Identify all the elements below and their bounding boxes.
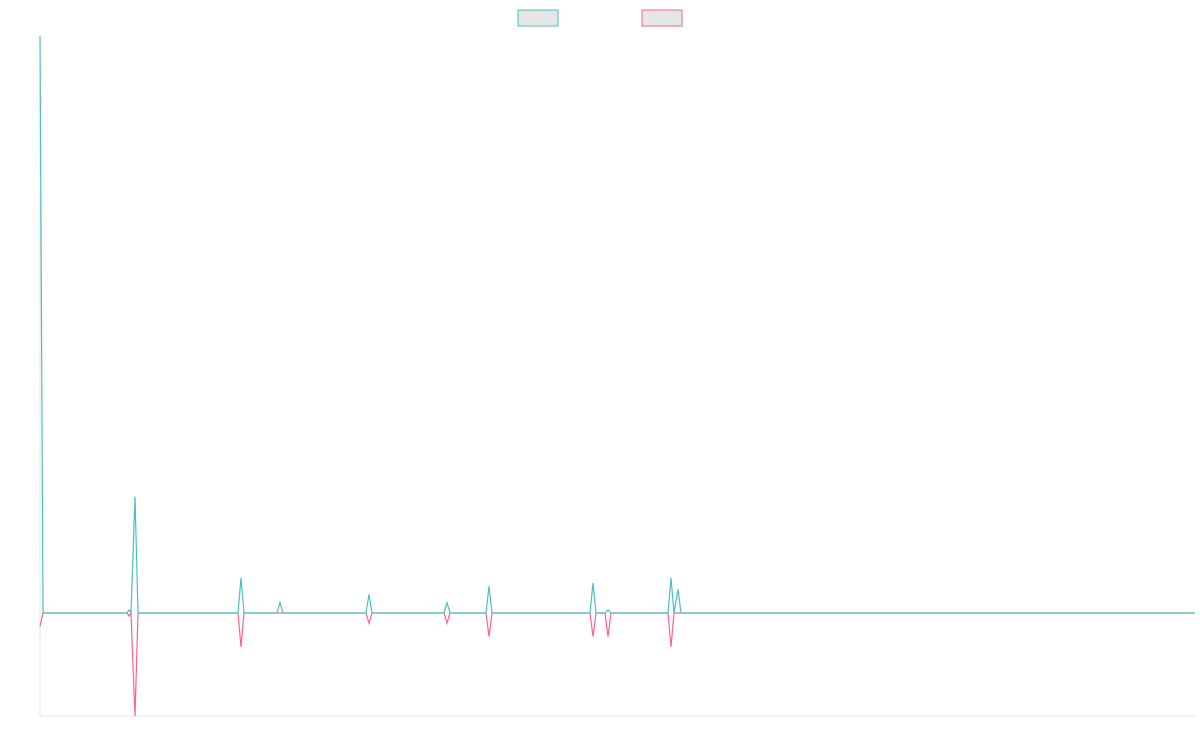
series-line [39,611,1195,717]
legend-swatch[interactable] [641,9,683,27]
series-line [39,35,1195,615]
legend-swatch[interactable] [517,9,559,27]
